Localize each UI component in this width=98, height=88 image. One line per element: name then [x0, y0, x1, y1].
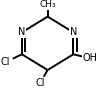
- Text: Cl: Cl: [1, 57, 10, 67]
- Text: N: N: [70, 27, 77, 37]
- Text: Cl: Cl: [36, 78, 45, 88]
- Text: OH: OH: [82, 53, 97, 63]
- Text: N: N: [18, 27, 26, 37]
- Text: CH₃: CH₃: [39, 0, 56, 9]
